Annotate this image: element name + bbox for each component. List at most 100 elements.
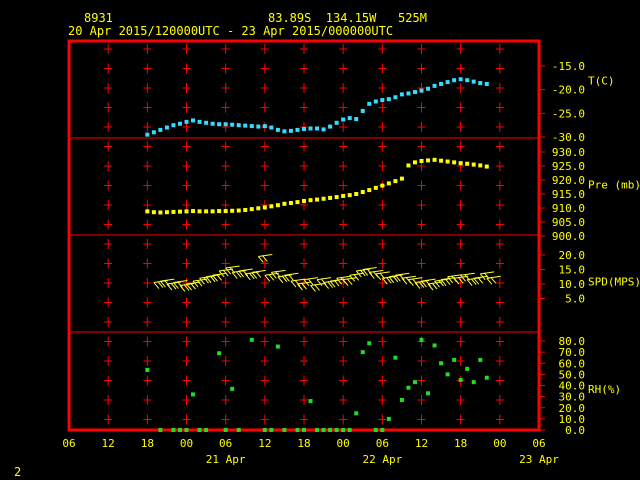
pressure-point (171, 209, 176, 214)
wind-barb-feather (231, 272, 238, 279)
wind-barb (218, 268, 234, 278)
temperature-point (223, 122, 228, 127)
wind-barb-feather (268, 273, 275, 281)
pressure-point (288, 200, 293, 205)
wind-barb-shaft (251, 269, 266, 273)
humidity-point (406, 385, 411, 390)
wind-barb-feather (264, 274, 271, 282)
humidity-point (334, 428, 339, 432)
wind-barb-feather (192, 280, 199, 288)
wind-barb (408, 277, 423, 286)
wind-barb-feather (388, 276, 395, 284)
pressure-point (419, 158, 424, 163)
wind-barb-feather (346, 278, 353, 285)
wind-barb-feather (199, 277, 205, 285)
humidity-point (412, 380, 417, 385)
wind-barb-feather (196, 279, 203, 287)
wind-barb-feather (355, 270, 362, 278)
temperature-point (406, 91, 411, 96)
wind-barb-feather (470, 278, 477, 285)
humidity-point (458, 377, 463, 382)
wind-barb-feather (438, 279, 444, 287)
humidity-point (432, 343, 437, 348)
wind-barb-feather (353, 273, 360, 281)
wind-barb-feather (242, 269, 249, 277)
wind-barb-shaft (369, 269, 384, 273)
temperature-point (308, 126, 313, 131)
wind-barb-feather (385, 276, 392, 284)
wind-barb-shaft (173, 280, 188, 284)
wind-barb-shaft (238, 268, 253, 272)
wind-barb-feather (179, 285, 186, 292)
wind-barb-shaft (421, 278, 436, 282)
temperature-point (236, 123, 241, 128)
pressure-point (164, 210, 169, 215)
wind-barb-shaft (160, 278, 175, 282)
humidity-point (360, 350, 365, 355)
wind-barb-shaft (271, 269, 286, 273)
humidity-ytick-label: 20.0 (559, 402, 586, 415)
humidity-point (275, 344, 280, 349)
wind-barb-feather (216, 273, 222, 281)
wind-barb (316, 277, 332, 286)
temperature-point (452, 78, 457, 83)
x-tick-label: 06 (376, 437, 389, 450)
wind-barb (173, 280, 188, 289)
wind-barb-feather (290, 280, 297, 288)
humidity-point (367, 341, 372, 346)
temperature-point (230, 122, 235, 127)
temperature-point (367, 101, 372, 106)
wind-barb-feather (183, 284, 190, 291)
humidity-point (262, 428, 267, 432)
temperature-point (204, 120, 209, 125)
temperature-point (373, 99, 378, 104)
wind-barb-feather (314, 284, 320, 291)
wind-barb-shaft (427, 281, 443, 285)
wind-barb-feather (153, 282, 160, 289)
wind-barb-feather (466, 279, 473, 286)
wind-barb-feather (320, 278, 327, 285)
temperature-point (184, 119, 189, 124)
wind-ylabel: SPD(MPS) (588, 276, 640, 289)
wind-barb-feather (310, 285, 316, 292)
x-tick-label: 12 (258, 437, 271, 450)
wind-barb-shaft (336, 275, 351, 279)
wind-barb-feather (277, 276, 284, 284)
wind-barb-shaft (330, 278, 345, 282)
humidity-point (484, 375, 489, 380)
humidity-point (465, 366, 470, 371)
humidity-ytick-label: 30.0 (559, 391, 586, 404)
wind-barb-feather (177, 281, 183, 288)
pressure-point (399, 176, 404, 181)
humidity-point (191, 392, 196, 397)
humidity-point (452, 357, 457, 362)
pressure-point (386, 181, 391, 186)
temperature-point (478, 81, 483, 86)
wind-barb-feather (248, 272, 255, 280)
wind-barb-feather (333, 279, 340, 287)
temperature-point (354, 117, 359, 122)
x-tick-label: 18 (454, 437, 467, 450)
wind-barb-shaft (284, 272, 299, 276)
temperature-point (177, 121, 182, 126)
wind-barb-feather (225, 267, 232, 275)
wind-barb (362, 267, 377, 276)
temperature-point (386, 97, 391, 102)
wind-barb-shaft (258, 253, 273, 257)
wind-barb-feather (222, 269, 229, 277)
temperature-point (171, 123, 176, 128)
humidity-ytick-label: 0.0 (565, 424, 585, 437)
pressure-point (210, 209, 215, 214)
humidity-point (373, 428, 378, 432)
wind-barb-feather (427, 283, 434, 291)
pressure-ytick-label: 920.0 (552, 174, 585, 187)
humidity-point (249, 337, 254, 342)
humidity-ytick-label: 10.0 (559, 413, 586, 426)
wind-barb (421, 278, 436, 288)
humidity-point (315, 428, 320, 432)
wind-barb-feather (284, 274, 290, 282)
wind-barb-feather (440, 279, 447, 286)
humidity-ytick-label: 70.0 (559, 346, 586, 359)
wind-barb (257, 253, 273, 263)
